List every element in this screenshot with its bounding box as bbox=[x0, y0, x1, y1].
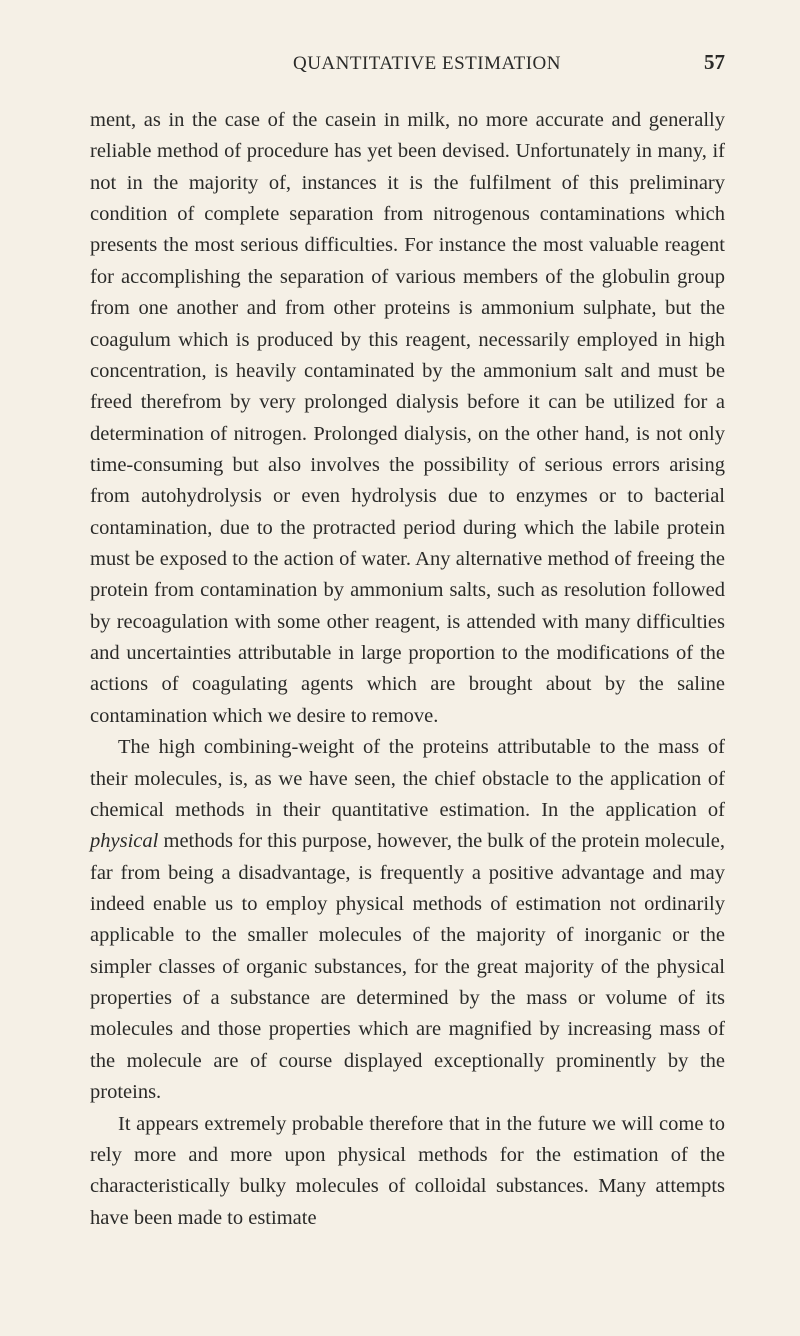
page-number: 57 bbox=[704, 50, 725, 75]
body-text: ment, as in the case of the casein in mi… bbox=[90, 105, 725, 1234]
page-header: QUANTITATIVE ESTIMATION 57 bbox=[90, 50, 725, 75]
p3-text: It appears extremely probable therefore … bbox=[90, 1113, 725, 1229]
p2-italic: physical bbox=[90, 830, 158, 852]
paragraph-2: The high combining-weight of the protein… bbox=[90, 732, 725, 1108]
p1-text: ment, as in the case of the casein in mi… bbox=[90, 109, 725, 727]
p2-text-a: The high combining-weight of the protein… bbox=[90, 736, 725, 821]
paragraph-3: It appears extremely probable therefore … bbox=[90, 1109, 725, 1234]
header-title: QUANTITATIVE ESTIMATION bbox=[150, 53, 704, 75]
p2-text-b: methods for this pur­pose, however, the … bbox=[90, 830, 725, 1103]
paragraph-1: ment, as in the case of the casein in mi… bbox=[90, 105, 725, 732]
